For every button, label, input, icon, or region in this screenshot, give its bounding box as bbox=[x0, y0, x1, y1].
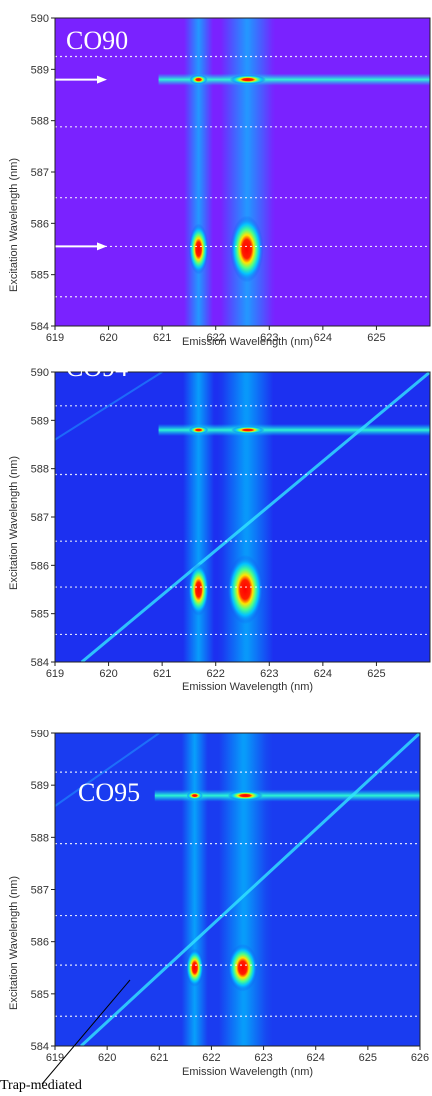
x-axis-title: Emission Wavelength (nm) bbox=[182, 336, 314, 348]
x-tick-label: 620 bbox=[99, 668, 117, 680]
y-tick-label: 587 bbox=[31, 512, 49, 524]
emission-peak bbox=[188, 426, 209, 434]
x-tick-label: 623 bbox=[260, 668, 278, 680]
x-tick-label: 623 bbox=[260, 332, 278, 344]
emission-peak bbox=[185, 948, 204, 987]
x-tick-label: 619 bbox=[46, 1052, 64, 1064]
x-tick-label: 623 bbox=[254, 1052, 272, 1064]
excitation-band bbox=[158, 73, 430, 86]
y-tick-label: 586 bbox=[31, 560, 49, 572]
y-tick-label: 585 bbox=[31, 270, 49, 282]
y-tick-label: 587 bbox=[31, 167, 49, 179]
emission-streak bbox=[182, 372, 215, 662]
emission-streak bbox=[181, 733, 209, 1046]
diagonal-scatter-line bbox=[80, 733, 420, 1046]
y-axis-title: Excitation Wavelength (nm) bbox=[8, 875, 20, 1010]
sample-label: CO95 bbox=[78, 778, 141, 807]
x-tick-label: 621 bbox=[153, 332, 171, 344]
x-tick-label: 624 bbox=[314, 668, 332, 680]
emission-peak bbox=[229, 74, 266, 85]
emission-peak bbox=[188, 223, 209, 275]
y-tick-label: 590 bbox=[31, 730, 49, 740]
x-tick-label: 622 bbox=[207, 668, 225, 680]
y-tick-label: 588 bbox=[31, 832, 49, 844]
y-tick-label: 585 bbox=[31, 609, 49, 621]
sample-label: CO90 bbox=[66, 26, 129, 55]
emission-peak bbox=[227, 944, 258, 992]
x-axis-title: Emission Wavelength (nm) bbox=[182, 1066, 314, 1078]
excitation-arrow-head bbox=[97, 242, 107, 251]
y-tick-label: 586 bbox=[31, 937, 49, 949]
x-tick-label: 622 bbox=[202, 1052, 220, 1064]
y-tick-label: 587 bbox=[31, 885, 49, 897]
y-tick-label: 589 bbox=[31, 780, 49, 792]
y-axis-title: Excitation Wavelength (nm) bbox=[8, 157, 20, 292]
x-tick-label: 625 bbox=[367, 668, 385, 680]
emission-peak bbox=[230, 215, 264, 283]
heatmap-panel-co94: 584 585 586 587 588 589 590 619 620 621 622 623 624 6… bbox=[0, 353, 432, 725]
y-tick-label: 590 bbox=[31, 13, 49, 25]
emission-streak bbox=[219, 733, 266, 1046]
x-tick-label: 621 bbox=[153, 668, 171, 680]
y-tick-label: 584 bbox=[31, 321, 49, 333]
y-tick-label: 588 bbox=[31, 464, 49, 476]
heatmap-panel-co90: 584 585 586 587 588 589 590 619 620 621 622 623 624 6… bbox=[0, 0, 432, 360]
heatmap-plot-co90: 584 585 586 587 588 589 590 619 620 621 622 623 624 6… bbox=[31, 13, 431, 344]
x-tick-label: 619 bbox=[46, 332, 64, 344]
heatmap-panel-co95: 584 585 586 587 588 589 590 619 620 621 622 623 624 6… bbox=[0, 730, 432, 1090]
emission-peak bbox=[227, 554, 264, 625]
x-tick-label: 626 bbox=[411, 1052, 429, 1064]
x-tick-label: 620 bbox=[98, 1052, 116, 1064]
x-tick-label: 619 bbox=[46, 668, 64, 680]
x-tick-label: 625 bbox=[359, 1052, 377, 1064]
y-tick-label: 584 bbox=[31, 657, 49, 669]
x-tick-label: 622 bbox=[207, 332, 225, 344]
y-tick-label: 589 bbox=[31, 415, 49, 427]
x-tick-label: 624 bbox=[307, 1052, 325, 1064]
y-tick-label: 585 bbox=[31, 989, 49, 1001]
excitation-arrow-head bbox=[97, 75, 107, 84]
y-axis-title: Excitation Wavelength (nm) bbox=[8, 455, 20, 590]
emission-peak bbox=[189, 74, 208, 85]
x-tick-label: 624 bbox=[314, 332, 332, 344]
emission-peak bbox=[231, 426, 265, 434]
trap-mediated-annotation: Trap-mediated bbox=[0, 1078, 82, 1093]
emission-peak bbox=[188, 563, 210, 616]
emission-streak bbox=[183, 18, 214, 326]
y-tick-label: 589 bbox=[31, 64, 49, 76]
sample-label: CO94 bbox=[66, 353, 129, 382]
y-tick-label: 588 bbox=[31, 116, 49, 128]
x-tick-label: 620 bbox=[99, 332, 117, 344]
x-tick-label: 625 bbox=[367, 332, 385, 344]
heatmap-plot-co94: 584 585 586 587 588 589 590 619 620 621 622 623 624 6… bbox=[31, 367, 431, 680]
diagonal-scatter-line bbox=[80, 372, 430, 662]
y-tick-label: 586 bbox=[31, 218, 49, 230]
diagonal-scatter-line bbox=[55, 372, 163, 441]
emission-peak bbox=[186, 791, 203, 800]
y-tick-label: 590 bbox=[31, 367, 49, 379]
emission-peak bbox=[227, 790, 263, 801]
diagonal-scatter-line bbox=[55, 733, 160, 807]
x-axis-title: Emission Wavelength (nm) bbox=[182, 681, 314, 693]
x-tick-label: 621 bbox=[150, 1052, 168, 1064]
